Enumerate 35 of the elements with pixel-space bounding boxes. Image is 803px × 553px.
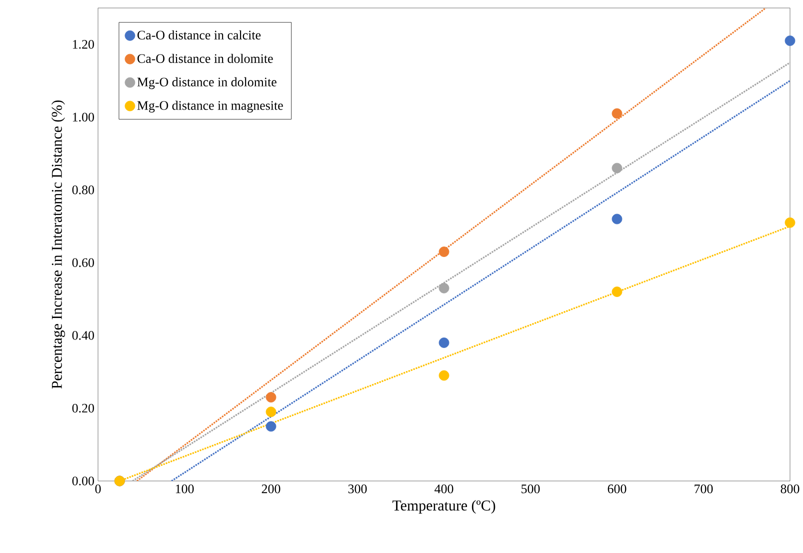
y-tick-label: 0.60 <box>72 258 94 268</box>
x-tick-label: 200 <box>262 484 280 494</box>
point <box>612 162 622 174</box>
y-axis-title: Percentage Increase in Interatomic Distance (%) <box>51 100 65 389</box>
y-tick-label: 0.40 <box>72 331 94 340</box>
point <box>438 246 450 257</box>
point <box>784 217 796 228</box>
point <box>612 214 622 224</box>
point <box>266 421 276 432</box>
y-tick-label: 0.80 <box>72 186 94 194</box>
x-tick-label: 700 <box>694 484 713 494</box>
point <box>438 370 450 381</box>
y-tick-label: 1.00 <box>72 112 94 122</box>
point <box>438 282 450 294</box>
x-tick-label: 500 <box>522 484 540 494</box>
x-tick-label: 600 <box>608 484 626 494</box>
point <box>266 406 276 418</box>
point <box>266 392 276 402</box>
x-tick-label: 400 <box>434 484 454 494</box>
legend-label: Ca-O distance in dolomite <box>137 54 273 63</box>
x-tick-label: 100 <box>176 484 194 494</box>
legend-label: Ca-O distance in calcite <box>137 30 261 40</box>
x-tick-label: 800 <box>780 484 800 494</box>
y-tick-label: 1.20 <box>72 40 94 49</box>
point <box>612 108 622 119</box>
x-tick-label: 300 <box>348 484 367 494</box>
point <box>438 338 450 348</box>
point <box>784 36 796 46</box>
x-tick-label: 0 <box>95 484 101 494</box>
legend-label: Mg-O distance in dolomite <box>137 77 276 90</box>
legend-label: Mg-O distance in magnesite <box>137 100 283 113</box>
point <box>612 286 622 297</box>
y-tick-label: 0.20 <box>72 404 94 413</box>
y-tick-label: 0.00 <box>72 476 94 486</box>
x-axis-title: Temperature (ºC) <box>392 500 496 514</box>
